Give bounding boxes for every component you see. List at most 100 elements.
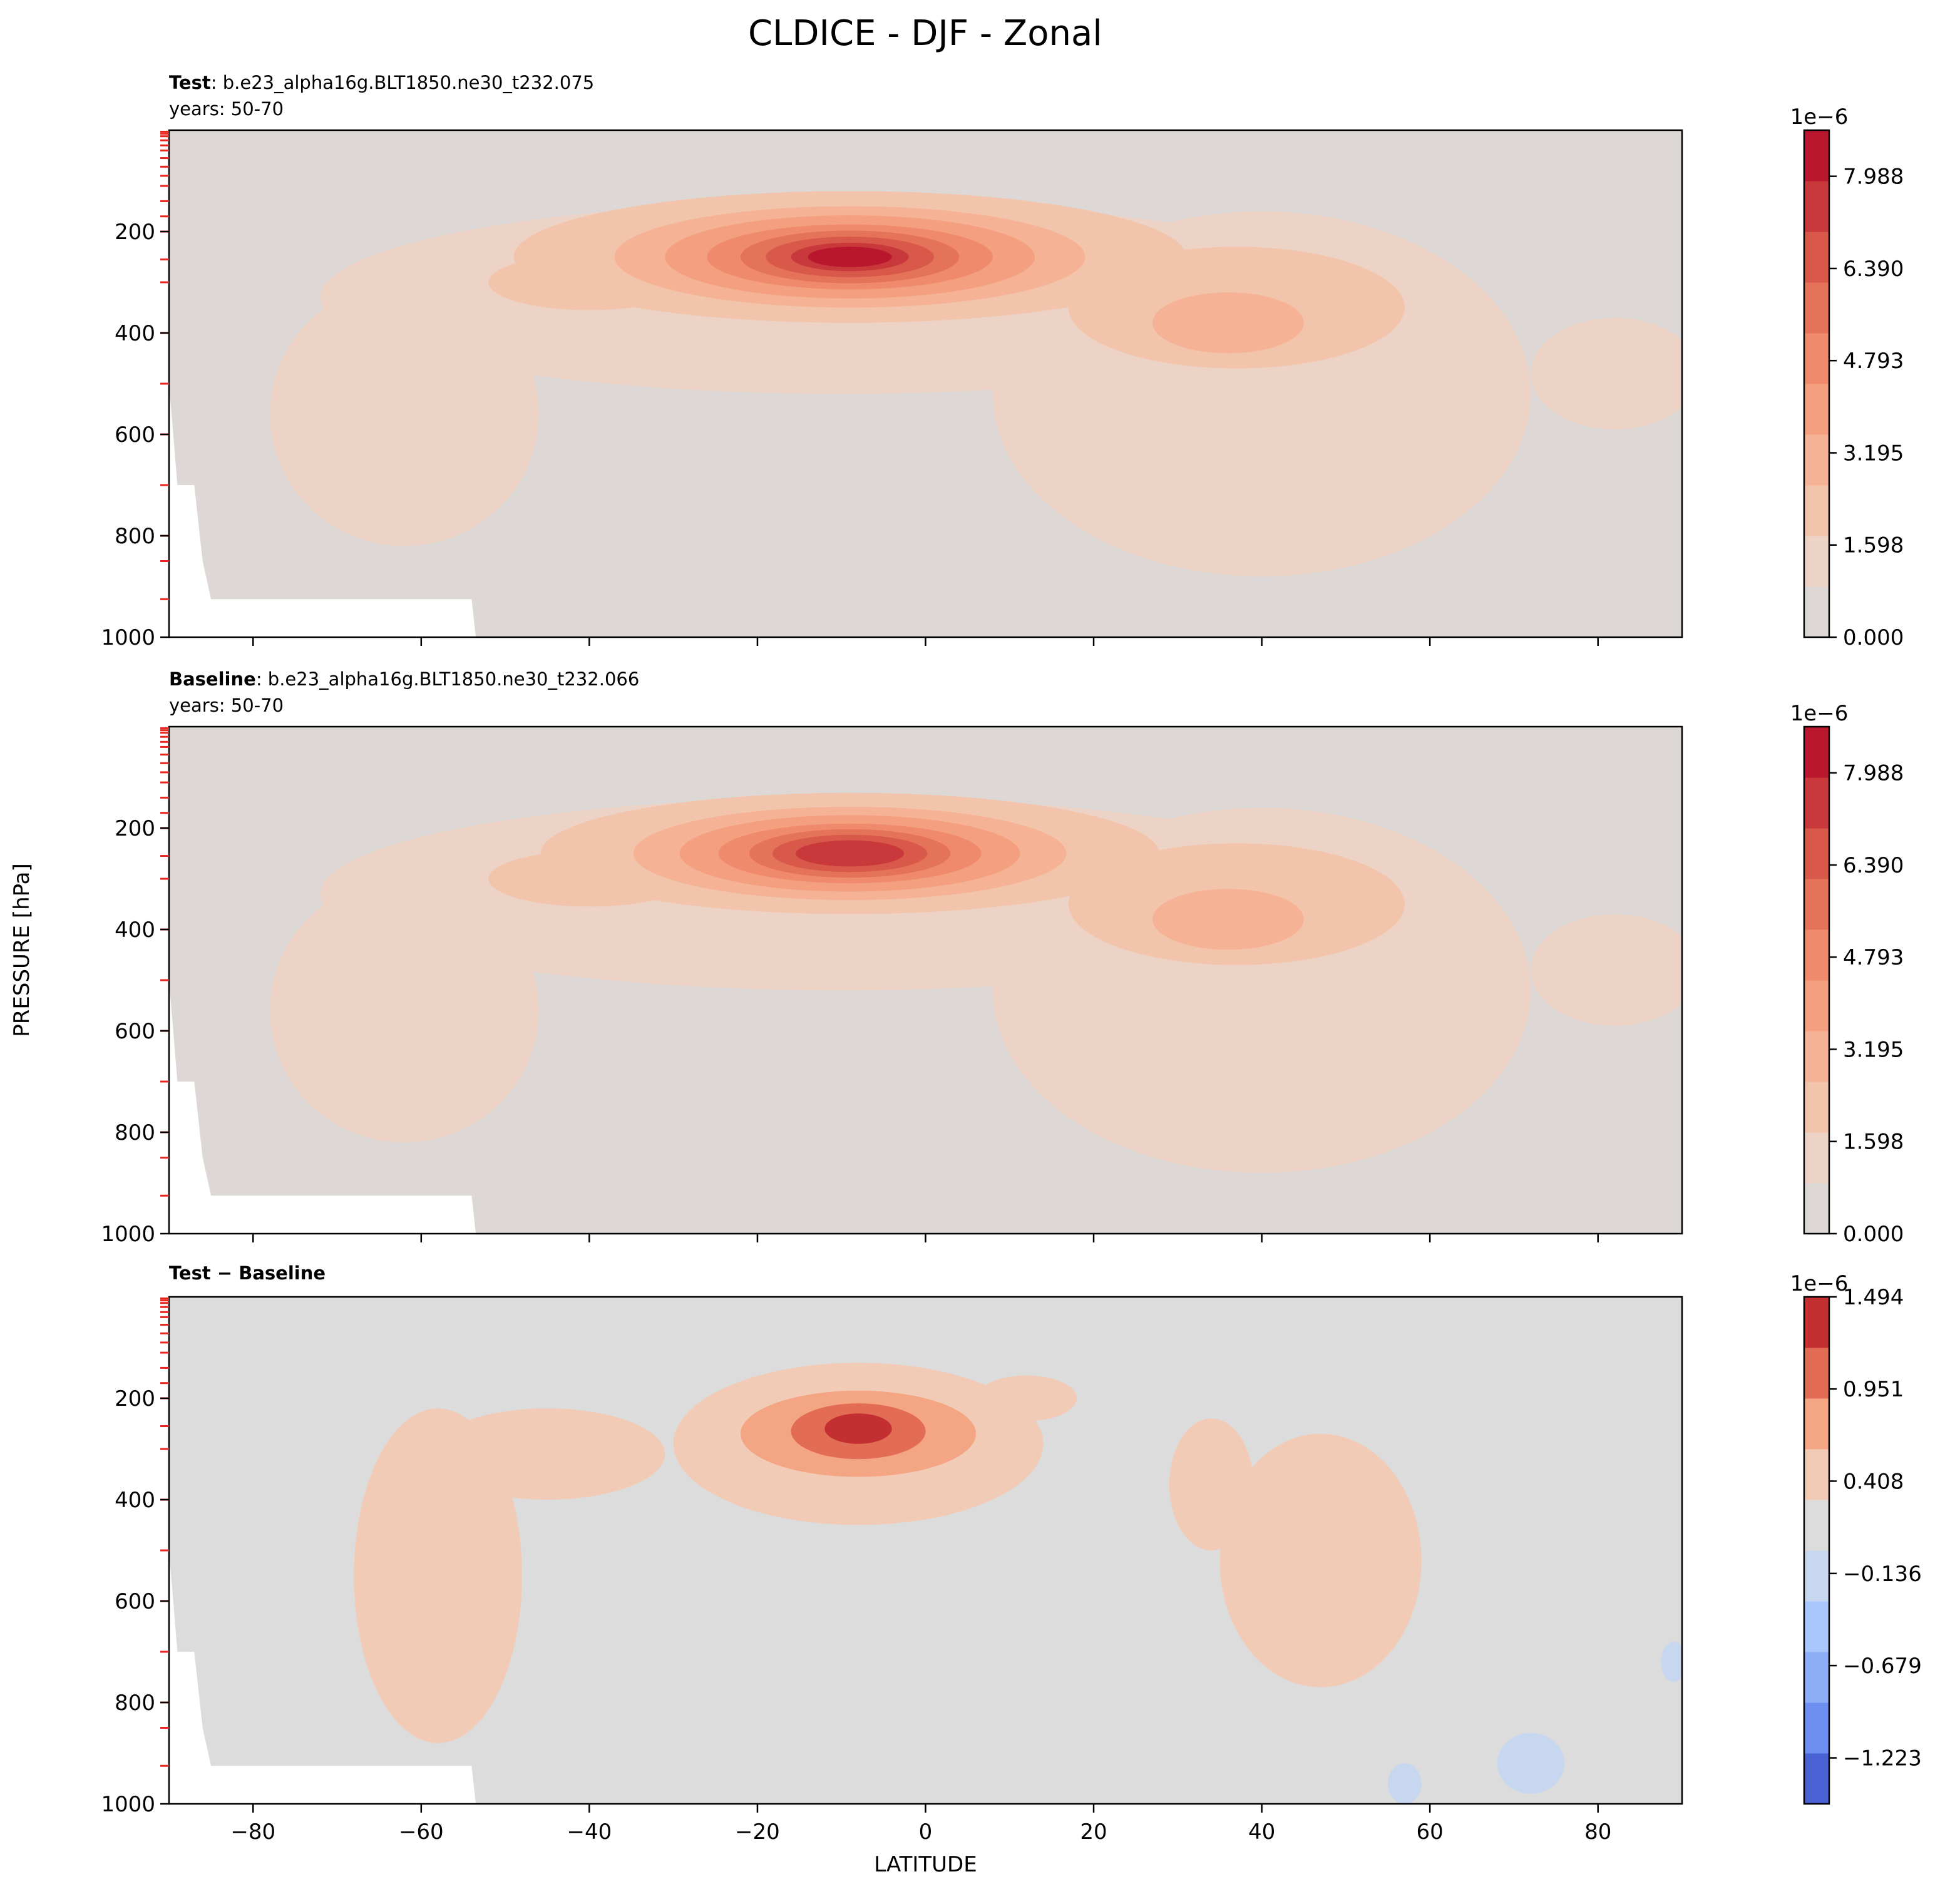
- colorbar-tick-label: 1.494: [1843, 1285, 1904, 1310]
- colorbar-segment: [1804, 1550, 1829, 1602]
- colorbar-segment: [1804, 536, 1829, 587]
- colorbar-tick-label: 0.000: [1843, 625, 1904, 650]
- panel-difference: 200 400 600 800 1000 −80 −60 −40 −20 0 20 40 60 80 LAT…: [101, 1262, 1921, 1877]
- colorbar-segment: [1804, 282, 1829, 334]
- panel-subtitle: years: 50-70: [169, 98, 284, 120]
- colorbar-tick-label: 0.408: [1843, 1469, 1904, 1494]
- x-tick-label: −40: [567, 1820, 612, 1845]
- colorbar-test: 0.000 1.598 3.195 4.793 6.390 7.988 1e−6: [1790, 105, 1904, 650]
- colorbar-frame: [1803, 129, 1830, 638]
- colorbar-tick-label: 6.390: [1843, 257, 1904, 282]
- colorbar-segment: [1804, 777, 1829, 829]
- y-tick-label: 400: [115, 321, 155, 346]
- y-tick-label: 600: [115, 1019, 155, 1044]
- colorbar-segment: [1804, 333, 1829, 384]
- panel-title: Baseline: b.e23_alpha16g.BLT1850.ne30_t2…: [169, 668, 639, 690]
- negative-patch-3: [1661, 1641, 1682, 1682]
- y-tick-label: 200: [115, 1386, 155, 1411]
- x-tick-label: 60: [1417, 1820, 1444, 1845]
- figure-title: CLDICE - DJF - Zonal: [748, 13, 1102, 54]
- panel-title-bold: Baseline: [169, 668, 256, 690]
- panel-title: Test: b.e23_alpha16g.BLT1850.ne30_t232.0…: [169, 72, 594, 93]
- colorbar-segment: [1804, 1031, 1829, 1082]
- panel-title-bold: Test: [169, 72, 211, 93]
- colorbar-tick-label: 1.598: [1843, 533, 1904, 558]
- colorbar-segment: [1804, 1753, 1829, 1804]
- polar-level-1: [1531, 914, 1682, 1026]
- y-tick-label: 600: [115, 1589, 155, 1614]
- colorbar-tick-label: 7.988: [1843, 165, 1904, 190]
- contour-field-test: [169, 130, 1682, 637]
- colorbar-segment: [1804, 727, 1829, 778]
- polar-level-1: [1531, 317, 1682, 429]
- colorbar-scale-label: 1e−6: [1790, 701, 1849, 726]
- y-tick-label: 400: [115, 1488, 155, 1513]
- x-tick-label: −20: [735, 1820, 780, 1845]
- y-tick-label: 200: [115, 816, 155, 841]
- colorbar-scale-label: 1e−6: [1790, 105, 1849, 130]
- colorbar-tick-label: 0.951: [1843, 1377, 1904, 1402]
- x-tick-label: 20: [1080, 1820, 1107, 1845]
- colorbar-tick-label: 4.793: [1843, 945, 1904, 970]
- nh-max-level-3: [1152, 292, 1304, 354]
- colorbar-segment: [1804, 1500, 1829, 1551]
- colorbar-tick-label: 3.195: [1843, 1037, 1904, 1062]
- colorbar-segment: [1804, 980, 1829, 1031]
- colorbar-frame: [1803, 725, 1830, 1235]
- sh-upper-positive: [429, 1408, 665, 1500]
- colorbar-segment: [1804, 1601, 1829, 1652]
- colorbar-scale-label: 1e−6: [1790, 1271, 1849, 1296]
- colorbar-segment: [1804, 1398, 1829, 1450]
- y-tick-label: 800: [115, 524, 155, 549]
- colorbar-segment: [1804, 434, 1829, 486]
- contour-field-difference: [169, 1297, 1682, 1804]
- y-tick-label: 400: [115, 918, 155, 943]
- terrain-mask: [169, 1550, 476, 1804]
- colorbar-segment: [1804, 1348, 1829, 1399]
- colorbar-tick-label: 3.195: [1843, 441, 1904, 466]
- colorbar-tick-label: 0.000: [1843, 1222, 1904, 1247]
- colorbar-tick-label: −0.136: [1843, 1562, 1922, 1587]
- nh-max-level-3: [1152, 889, 1304, 950]
- x-tick-label: −80: [230, 1820, 275, 1845]
- colorbar-tick-label: −1.223: [1843, 1746, 1922, 1771]
- colorbar-segment: [1804, 485, 1829, 536]
- colorbar-segment: [1804, 1082, 1829, 1133]
- colorbar-segment: [1804, 1449, 1829, 1500]
- colorbar-segment: [1804, 929, 1829, 981]
- sh-limb-level-1: [270, 879, 539, 1143]
- colorbar-segment: [1804, 130, 1829, 182]
- colorbar-segment: [1804, 1132, 1829, 1184]
- x-axis-label: LATITUDE: [874, 1852, 977, 1877]
- colorbar-segment: [1804, 828, 1829, 879]
- sh-limb-level-1: [270, 282, 539, 546]
- colorbar-segment: [1804, 586, 1829, 638]
- y-tick-label: 800: [115, 1691, 155, 1716]
- y-tick-label: 600: [115, 422, 155, 448]
- colorbar-tick-label: 1.598: [1843, 1130, 1904, 1155]
- nh-positive-arm: [1169, 1418, 1254, 1550]
- colorbar-tick-label: 6.390: [1843, 853, 1904, 878]
- negative-patch-1: [1497, 1733, 1565, 1794]
- panel-title: Test − Baseline: [169, 1262, 326, 1284]
- colorbar-segment: [1804, 1183, 1829, 1234]
- colorbar-segment: [1804, 1297, 1829, 1348]
- nh-positive-band: [1219, 1433, 1422, 1687]
- sh-positive-band: [354, 1408, 522, 1743]
- shared-ylabel: PRESSURE [hPa]: [9, 863, 34, 1037]
- colorbar-segment: [1804, 384, 1829, 435]
- y-tick-label: 1000: [101, 1792, 155, 1817]
- max-level-8: [796, 840, 905, 867]
- y-tick-label: 1000: [101, 625, 155, 650]
- colorbar-segment: [1804, 879, 1829, 930]
- panel-baseline: 200 400 600 800 1000 Baseline: b.e23_alpha16g…: [101, 668, 1904, 1247]
- max-level-9: [808, 247, 892, 267]
- contour-field-baseline: [169, 727, 1682, 1234]
- colorbar-segment: [1804, 181, 1829, 232]
- x-tick-label: 40: [1248, 1820, 1275, 1845]
- negative-patch-2: [1388, 1763, 1422, 1804]
- colorbar-frame: [1803, 1296, 1830, 1805]
- eq-positive-patch: [976, 1375, 1077, 1421]
